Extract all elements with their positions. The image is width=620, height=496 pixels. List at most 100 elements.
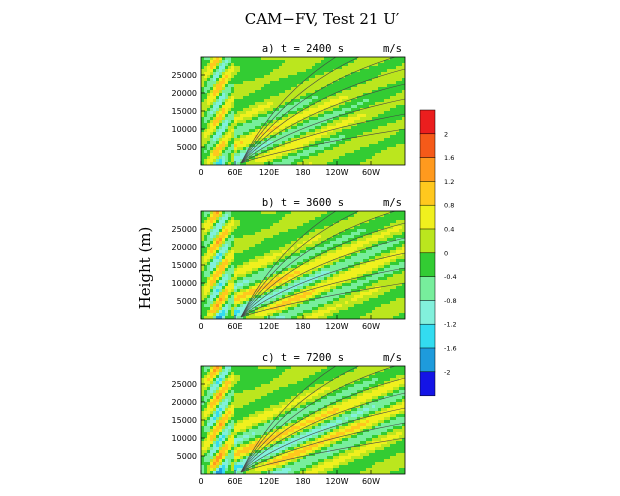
field-cell [249, 66, 253, 70]
field-cell [300, 126, 304, 130]
field-cell [210, 129, 214, 133]
field-cell [231, 162, 235, 165]
field-cell [357, 214, 361, 218]
field-cell [306, 295, 310, 299]
field-cell [252, 366, 256, 370]
field-cell [270, 235, 274, 239]
field-cell [201, 114, 205, 118]
field-cell [324, 259, 328, 263]
field-cell [336, 117, 340, 121]
field-cell [390, 259, 394, 263]
field-cell [324, 292, 328, 296]
field-cell [240, 81, 244, 85]
field-cell [309, 271, 313, 275]
field-cell [231, 66, 235, 70]
field-cell [237, 286, 241, 290]
field-cell [387, 60, 391, 64]
field-cell [288, 129, 292, 133]
field-cell [294, 93, 298, 97]
field-cell [288, 232, 292, 236]
field-cell [330, 280, 334, 284]
field-cell [276, 108, 280, 112]
field-cell [267, 226, 271, 230]
y-tick-label: 25000 [172, 225, 197, 234]
field-cell [291, 99, 295, 103]
field-cell [237, 223, 241, 227]
field-cell [339, 72, 343, 76]
field-cell [279, 147, 283, 151]
field-cell [234, 93, 238, 97]
field-cell [369, 259, 373, 263]
field-cell [234, 250, 238, 254]
field-cell [339, 108, 343, 112]
field-cell [201, 268, 205, 272]
field-cell [243, 144, 247, 148]
field-cell [390, 241, 394, 245]
field-cell [339, 117, 343, 121]
field-cell [366, 144, 370, 148]
field-cell [375, 60, 379, 64]
field-cell [276, 150, 280, 154]
field-cell [348, 280, 352, 284]
field-cell [288, 286, 292, 290]
field-cell [315, 138, 319, 142]
field-cell [345, 232, 349, 236]
field-cell [369, 217, 373, 221]
field-cell [219, 105, 223, 109]
field-cell [234, 117, 238, 121]
field-cell [315, 289, 319, 293]
field-cell [363, 57, 367, 61]
field-cell [312, 226, 316, 230]
field-cell [327, 313, 331, 317]
field-cell [345, 226, 349, 230]
field-cell [363, 159, 367, 163]
field-cell [222, 120, 226, 124]
field-cell [321, 304, 325, 308]
field-cell [261, 102, 265, 106]
field-cell [204, 235, 208, 239]
field-cell [300, 274, 304, 278]
field-cell [345, 108, 349, 112]
field-cell [216, 132, 220, 136]
field-cell [270, 289, 274, 293]
field-cell [288, 60, 292, 64]
field-cell [372, 265, 376, 269]
field-cell [372, 93, 376, 97]
field-cell [324, 87, 328, 91]
field-cell [270, 69, 274, 73]
field-cell [402, 78, 405, 82]
field-cell [306, 156, 310, 160]
field-cell [330, 220, 334, 224]
field-cell [342, 307, 346, 311]
field-cell [288, 114, 292, 118]
field-cell [210, 72, 214, 76]
field-cell [291, 162, 295, 165]
field-cell [357, 81, 361, 85]
field-cell [360, 84, 364, 88]
field-cell [372, 247, 376, 251]
field-cell [387, 244, 391, 248]
field-cell [243, 129, 247, 133]
field-cell [201, 108, 205, 112]
field-cell [363, 141, 367, 145]
field-cell [249, 159, 253, 163]
field-cell [282, 66, 286, 70]
field-cell [399, 90, 403, 94]
field-cell [204, 84, 208, 88]
field-cell [351, 102, 355, 106]
field-cell [207, 111, 211, 115]
field-cell [276, 81, 280, 85]
field-cell [216, 147, 220, 151]
field-cell [375, 108, 379, 112]
field-cell [381, 120, 385, 124]
field-cell [228, 265, 232, 269]
field-cell [363, 135, 367, 139]
field-cell [282, 63, 286, 67]
field-cell [309, 99, 313, 103]
field-cell [315, 211, 319, 215]
field-cell [261, 99, 265, 103]
field-cell [306, 220, 310, 224]
field-cell [351, 75, 355, 79]
contour-line [240, 68, 405, 164]
field-cell [369, 111, 373, 115]
